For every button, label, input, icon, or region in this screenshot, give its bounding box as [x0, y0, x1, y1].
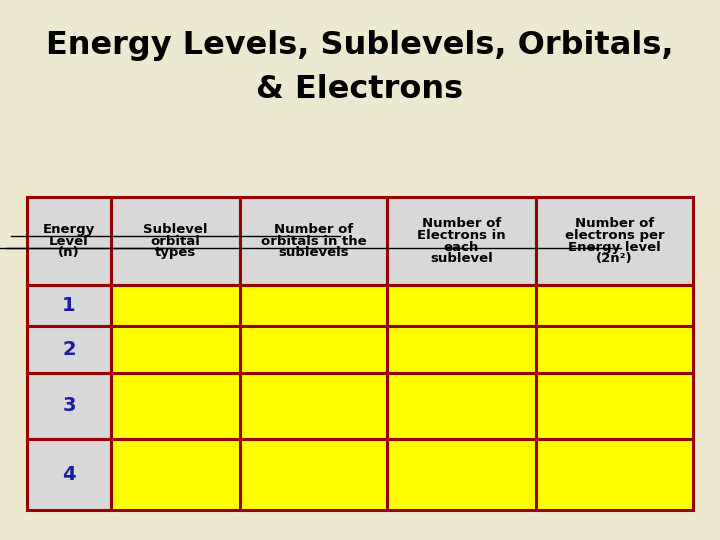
- Text: sublevel: sublevel: [430, 252, 492, 266]
- Bar: [536, 326, 693, 373]
- Bar: [27, 197, 111, 285]
- Bar: [536, 373, 693, 438]
- Text: 2: 2: [62, 340, 76, 359]
- Text: Energy: Energy: [42, 222, 95, 236]
- Bar: [536, 285, 693, 326]
- Bar: [27, 285, 111, 326]
- Bar: [240, 197, 387, 285]
- Bar: [27, 373, 111, 438]
- Bar: [27, 438, 111, 510]
- Text: (n): (n): [58, 246, 80, 260]
- Text: orbital: orbital: [150, 234, 200, 248]
- Text: 3: 3: [62, 396, 76, 415]
- Text: 4: 4: [62, 465, 76, 484]
- Bar: [111, 326, 240, 373]
- Text: Energy level: Energy level: [568, 240, 661, 254]
- Text: Number of: Number of: [274, 222, 353, 236]
- Text: Electrons in: Electrons in: [417, 228, 505, 242]
- Bar: [387, 373, 536, 438]
- Text: electrons per: electrons per: [564, 228, 665, 242]
- Text: Number of: Number of: [575, 217, 654, 230]
- Text: each: each: [444, 240, 479, 254]
- Text: Level: Level: [49, 234, 89, 248]
- Bar: [111, 285, 240, 326]
- Bar: [240, 326, 387, 373]
- Text: Number of: Number of: [422, 217, 501, 230]
- Text: 1: 1: [62, 296, 76, 315]
- Bar: [240, 285, 387, 326]
- Bar: [240, 373, 387, 438]
- Text: (2n²): (2n²): [596, 252, 633, 266]
- Bar: [387, 326, 536, 373]
- Bar: [536, 438, 693, 510]
- Text: orbitals in the: orbitals in the: [261, 234, 366, 248]
- Text: types: types: [155, 246, 196, 260]
- Bar: [111, 197, 240, 285]
- Bar: [111, 438, 240, 510]
- Bar: [387, 197, 536, 285]
- Bar: [536, 197, 693, 285]
- Bar: [387, 438, 536, 510]
- Text: Sublevel: Sublevel: [143, 222, 207, 236]
- Bar: [111, 373, 240, 438]
- Bar: [240, 438, 387, 510]
- Bar: [27, 326, 111, 373]
- Text: sublevels: sublevels: [278, 246, 348, 260]
- Text: Energy Levels, Sublevels, Orbitals,: Energy Levels, Sublevels, Orbitals,: [46, 30, 674, 62]
- Bar: [387, 285, 536, 326]
- Text: & Electrons: & Electrons: [256, 73, 464, 105]
